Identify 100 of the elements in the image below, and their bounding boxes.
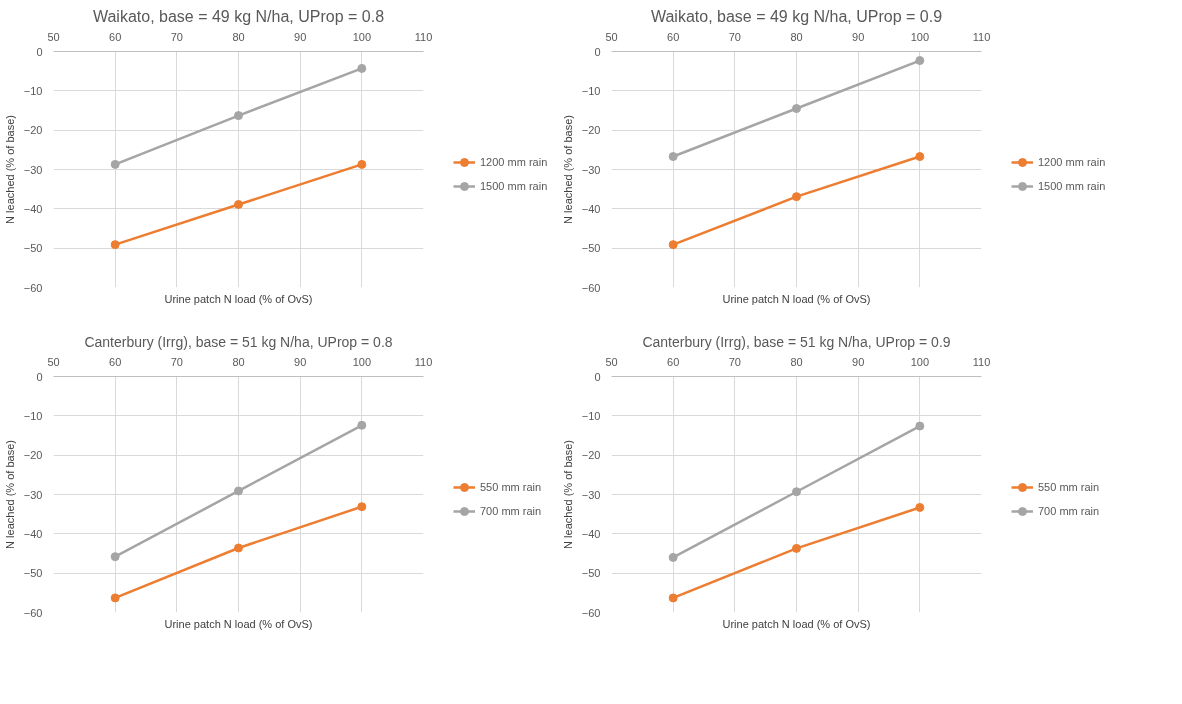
chart-title: Canterbury (Irrg), base = 51 kg N/ha, UProp = 0.9 [642, 333, 951, 350]
y-tick-label: −20 [23, 449, 43, 462]
y-tick-label: 0 [594, 370, 601, 383]
point [357, 159, 367, 169]
point [234, 543, 243, 553]
y-axis-title: N leached (% of base) [3, 440, 16, 549]
y-tick-label: −40 [581, 527, 601, 540]
x-tick-label: 50 [47, 30, 60, 43]
point [792, 192, 801, 202]
point [234, 200, 243, 209]
x-tick-label: 60 [667, 355, 680, 368]
y-tick-label: −10 [581, 409, 601, 422]
point [668, 552, 678, 562]
legend-label: 1200 mm rain [480, 155, 548, 168]
point [357, 420, 367, 430]
legend-label: 550 mm rain [480, 481, 542, 493]
point [915, 152, 925, 162]
x-tick-label: 100 [910, 30, 930, 43]
chart-title: Canterbury (Irrg), base = 51 kg N/ha, UProp = 0.8 [84, 333, 393, 350]
legend-label: 1500 mm rain [1038, 179, 1106, 192]
y-tick-label: −10 [23, 409, 43, 422]
x-axis-title: Urine patch N load (% of OvS) [722, 617, 871, 630]
x-tick-label: 70 [728, 355, 741, 368]
y-tick-label: −20 [23, 124, 43, 137]
y-tick-label: −20 [581, 124, 601, 137]
y-tick-label: 0 [36, 370, 43, 383]
x-tick-label: 90 [294, 355, 307, 368]
point [792, 543, 801, 553]
point [668, 152, 678, 162]
x-tick-label: 110 [972, 30, 991, 43]
y-tick-label: 0 [36, 45, 43, 58]
point [915, 421, 925, 431]
x-tick-label: 50 [605, 30, 618, 43]
y-tick-label: −60 [581, 281, 601, 294]
y-tick-label: −30 [581, 488, 601, 501]
x-tick-label: 100 [352, 30, 372, 43]
y-tick-label: −30 [23, 488, 43, 501]
x-tick-label: 90 [852, 355, 865, 368]
y-tick-label: −10 [581, 84, 601, 97]
x-tick-label: 110 [414, 355, 433, 368]
x-axis-title: Urine patch N load (% of OvS) [164, 292, 313, 305]
y-axis-title: N leached (% of base) [561, 440, 574, 549]
y-axis-title: N leached (% of base) [3, 115, 16, 224]
y-tick-label: −40 [23, 527, 43, 540]
point [110, 159, 120, 169]
point [668, 240, 678, 250]
legend-label: 1200 mm rain [1038, 155, 1106, 168]
y-tick-label: −30 [581, 163, 601, 176]
x-tick-label: 90 [294, 30, 307, 43]
chart-title: Waikato, base = 49 kg N/ha, UProp = 0.8 [92, 7, 385, 25]
point [357, 63, 367, 73]
x-tick-label: 100 [910, 355, 930, 368]
point [234, 111, 243, 121]
y-tick-label: −50 [581, 242, 601, 255]
legend-label: 700 mm rain [480, 505, 542, 517]
x-tick-label: 70 [170, 30, 183, 43]
y-tick-label: −60 [23, 281, 43, 294]
y-tick-label: −50 [23, 567, 43, 580]
x-tick-label: 80 [232, 30, 245, 43]
x-tick-label: 70 [728, 30, 741, 43]
y-tick-label: 0 [594, 45, 601, 58]
y-tick-label: −10 [23, 84, 43, 97]
chart-title: Waikato, base = 49 kg N/ha, UProp = 0.9 [650, 7, 943, 25]
y-tick-label: −40 [581, 202, 601, 215]
y-tick-label: −30 [23, 163, 43, 176]
y-tick-label: −20 [581, 449, 601, 462]
point [110, 240, 120, 250]
x-axis-title: Urine patch N load (% of OvS) [164, 617, 313, 630]
point [792, 487, 801, 497]
x-tick-label: 60 [667, 30, 680, 43]
point [668, 593, 678, 603]
x-tick-label: 100 [352, 355, 372, 368]
y-tick-label: −60 [581, 606, 601, 619]
x-tick-label: 80 [232, 355, 245, 368]
x-tick-label: 50 [47, 355, 60, 368]
x-tick-label: 50 [605, 355, 618, 368]
y-axis-title: N leached (% of base) [561, 115, 574, 224]
y-tick-label: −40 [23, 202, 43, 215]
point [915, 56, 925, 66]
point [110, 552, 120, 562]
point [792, 104, 801, 114]
y-tick-label: −60 [23, 606, 43, 619]
x-tick-label: 90 [852, 30, 865, 43]
x-tick-label: 80 [790, 355, 803, 368]
point [357, 502, 367, 512]
point [234, 486, 243, 496]
x-tick-label: 110 [414, 30, 433, 43]
legend-label: 1500 mm rain [480, 179, 548, 192]
point [110, 593, 120, 603]
x-axis-title: Urine patch N load (% of OvS) [722, 292, 871, 305]
point [915, 502, 925, 512]
y-tick-label: −50 [23, 242, 43, 255]
x-tick-label: 80 [790, 30, 803, 43]
y-tick-label: −50 [581, 567, 601, 580]
x-tick-label: 70 [170, 355, 183, 368]
x-tick-label: 60 [109, 30, 122, 43]
x-tick-label: 110 [972, 355, 991, 368]
legend-label: 550 mm rain [1038, 481, 1100, 493]
legend-label: 700 mm rain [1038, 505, 1100, 517]
x-tick-label: 60 [109, 355, 122, 368]
